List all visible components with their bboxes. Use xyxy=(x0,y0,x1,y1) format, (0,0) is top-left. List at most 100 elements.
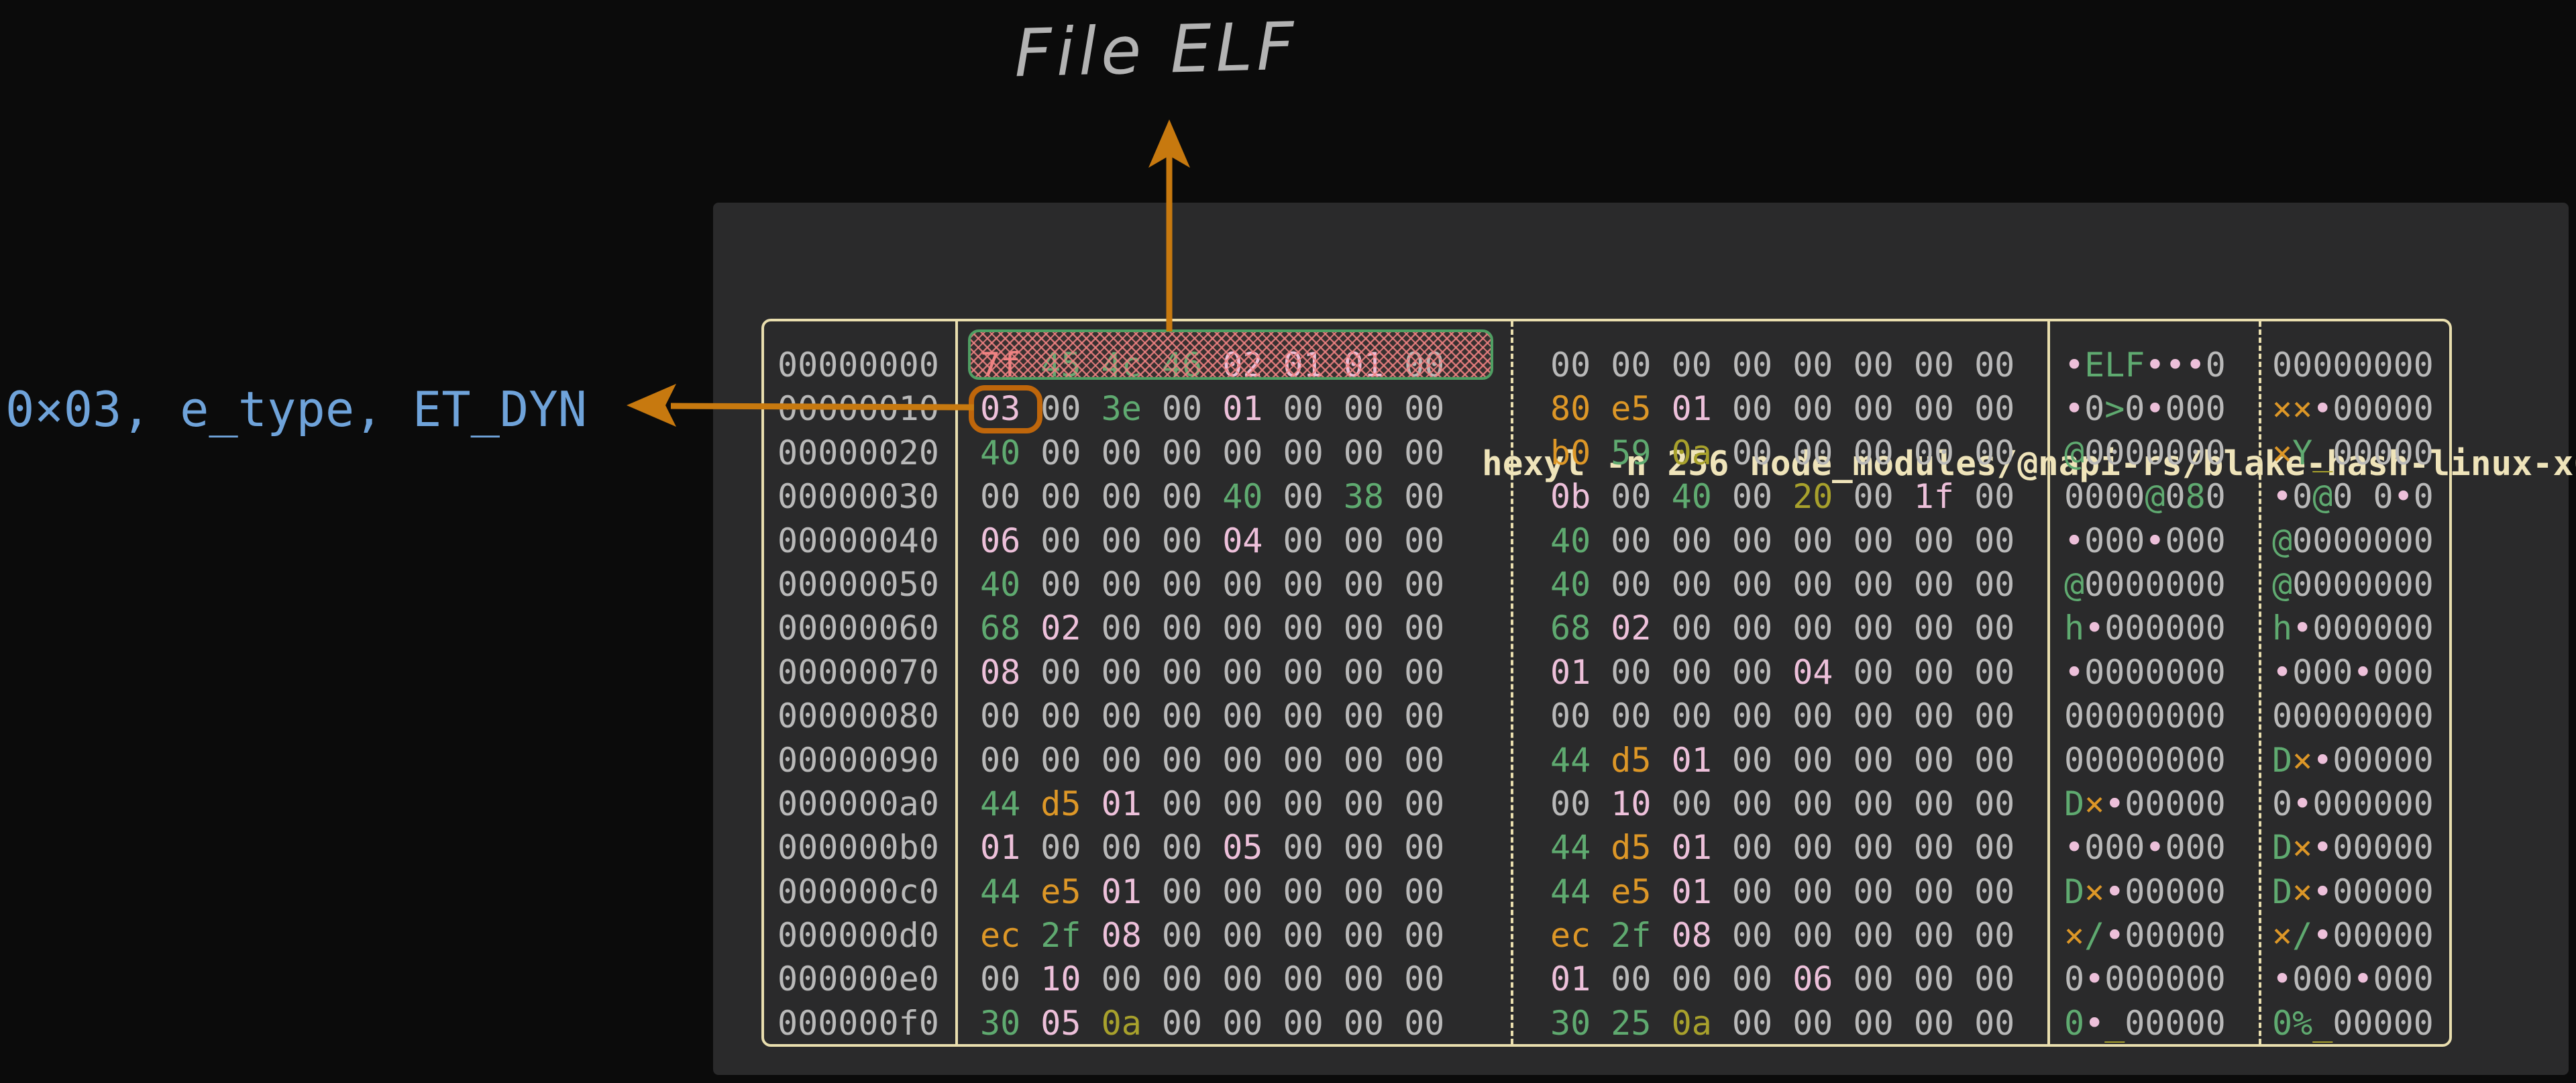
hex-group-1: 40 00 00 00 00 00 00 00 xyxy=(980,431,1444,475)
ascii-char: 0 xyxy=(2145,784,2165,823)
ascii-char: D xyxy=(2064,872,2085,911)
hex-byte: 00 xyxy=(1913,521,1954,560)
ascii-char: 0 xyxy=(2125,564,2145,604)
hex-byte: 00 xyxy=(1161,433,1203,472)
hex-byte: 68 xyxy=(980,609,1021,648)
ascii-char: @ xyxy=(2145,477,2165,517)
hex-byte: 00 xyxy=(1283,389,1324,429)
hex-byte: 00 xyxy=(1792,828,1833,868)
ascii-char: 0 xyxy=(2084,564,2105,604)
ascii-column-1: •000•000 xyxy=(2064,826,2226,870)
hex-byte: 00 xyxy=(1040,652,1081,692)
hex-byte: 00 xyxy=(1853,389,1894,429)
hex-group-2: 40 00 00 00 00 00 00 00 xyxy=(1550,563,2015,607)
ascii-char: 0 xyxy=(2413,389,2434,429)
hex-byte: 00 xyxy=(1404,389,1445,429)
hex-byte: 0a xyxy=(1101,1003,1142,1043)
hex-byte: 00 xyxy=(980,740,1021,780)
hex-byte: 00 xyxy=(1913,389,1954,429)
ascii-char: 0 xyxy=(2332,872,2353,911)
offset-label: 000000e0 xyxy=(777,960,939,999)
ascii-char: 0 xyxy=(2292,697,2313,736)
hex-byte: 00 xyxy=(1974,477,2015,517)
hex-byte: 00 xyxy=(1731,652,1773,692)
ascii-char: 0 xyxy=(2205,564,2226,604)
hex-byte: 2f xyxy=(1040,916,1081,956)
ascii-char: 0 xyxy=(2145,433,2165,472)
hex-group-1: 00 00 00 00 00 00 00 00 xyxy=(980,739,1444,782)
hex-byte: 10 xyxy=(1611,784,1652,823)
hex-byte: d5 xyxy=(1611,740,1652,780)
hex-byte: 00 xyxy=(1222,609,1263,648)
hex-row: 00000090 00 00 00 00 00 00 00 00 44 d5 01 00 00 00 00 00… xyxy=(764,739,2449,782)
hex-byte: 1f xyxy=(1913,477,1954,517)
hex-byte: 00 xyxy=(980,477,1021,517)
hex-byte: 00 xyxy=(1913,609,1954,648)
ascii-char: 0 xyxy=(2393,1003,2414,1043)
hex-byte: 00 xyxy=(1283,872,1324,911)
offset-label: 000000b0 xyxy=(777,828,939,868)
hex-byte: 00 xyxy=(1731,960,1773,999)
hex-byte: 00 xyxy=(1343,872,1384,911)
ascii-char: • xyxy=(2104,784,2125,823)
ascii-column-2: •0@0 0•0 xyxy=(2272,475,2434,519)
hex-byte: 00 xyxy=(1913,652,1954,692)
ascii-char: × xyxy=(2084,872,2105,911)
ascii-char: • xyxy=(2064,346,2085,384)
hex-byte: 00 xyxy=(1731,1003,1773,1043)
ascii-char: • xyxy=(2312,828,2333,868)
ascii-column-1: 0000@080 xyxy=(2064,475,2226,519)
hex-byte: 00 xyxy=(1343,433,1384,472)
ascii-char: 0 xyxy=(2373,609,2394,648)
ascii-char: 0 xyxy=(2205,740,2226,780)
hex-group-2: ec 2f 08 00 00 00 00 00 xyxy=(1550,914,2015,958)
ascii-char: h xyxy=(2064,609,2085,648)
ascii-char: 0 xyxy=(2393,740,2414,780)
hex-byte: 00 xyxy=(1974,652,2015,692)
hex-byte: 00 xyxy=(1913,433,1954,472)
ascii-char: 0 xyxy=(2332,784,2353,823)
hex-byte: 05 xyxy=(1040,1003,1081,1043)
hex-group-1: 08 00 00 00 00 00 00 00 xyxy=(980,651,1444,694)
hex-byte: 01 xyxy=(1222,389,1263,429)
hex-byte: 08 xyxy=(1101,916,1142,956)
ascii-char: Y xyxy=(2292,433,2313,472)
hex-row: 000000e0 00 10 00 00 00 00 00 00 01 00 00 00 06 00 00 00… xyxy=(764,958,2449,1001)
hex-row: 00000060 68 02 00 00 00 00 00 00 68 02 00 00 00 00 00 00… xyxy=(764,607,2449,650)
ascii-column-1: 0•000000 xyxy=(2064,958,2226,1001)
hex-row: 00000030 00 00 00 00 40 00 38 00 0b 00 40 00 20 00 1f 00… xyxy=(764,475,2449,519)
ascii-char: 0 xyxy=(2393,697,2414,736)
ascii-char: 0 xyxy=(2332,477,2353,517)
ascii-char: 0 xyxy=(2104,960,2125,999)
hex-byte: 00 xyxy=(1550,346,1591,384)
hex-byte: 00 xyxy=(1913,1003,1954,1043)
ascii-column-1: 00000000 xyxy=(2064,739,2226,782)
hex-group-1: 44 e5 01 00 00 00 00 00 xyxy=(980,870,1444,914)
ascii-char: 0 xyxy=(2413,784,2434,823)
ascii-char: 0 xyxy=(2312,609,2333,648)
ascii-char: 0 xyxy=(2292,960,2313,999)
hex-byte: 00 xyxy=(1343,916,1384,956)
hex-group-1: 06 00 00 00 04 00 00 00 xyxy=(980,519,1444,563)
ascii-column-1: •000•000 xyxy=(2064,519,2226,563)
ascii-char: 0 xyxy=(2064,1003,2085,1043)
hex-byte: 00 xyxy=(1974,521,2015,560)
ascii-char: • xyxy=(2292,609,2313,648)
hex-byte: 01 xyxy=(1671,828,1712,868)
ascii-column-2: ×/•00000 xyxy=(2272,914,2434,958)
offset-label: 000000a0 xyxy=(777,784,939,823)
ascii-char: 0 xyxy=(2353,828,2373,868)
ascii-char: 0 xyxy=(2185,433,2206,472)
ascii-char: • xyxy=(2353,960,2373,999)
ascii-char: D xyxy=(2272,740,2293,780)
hex-byte: 01 xyxy=(1671,872,1712,911)
hex-byte: 00 xyxy=(1161,564,1203,604)
ascii-char: 0 xyxy=(2353,916,2373,956)
hex-group-2: 0b 00 40 00 20 00 1f 00 xyxy=(1550,475,2015,519)
ascii-char: 0 xyxy=(2125,389,2145,429)
hex-byte: d5 xyxy=(1611,828,1652,868)
ascii-char: 0 xyxy=(2185,916,2206,956)
hex-byte: 00 xyxy=(1283,521,1324,560)
ascii-char: 0 xyxy=(2393,521,2414,560)
